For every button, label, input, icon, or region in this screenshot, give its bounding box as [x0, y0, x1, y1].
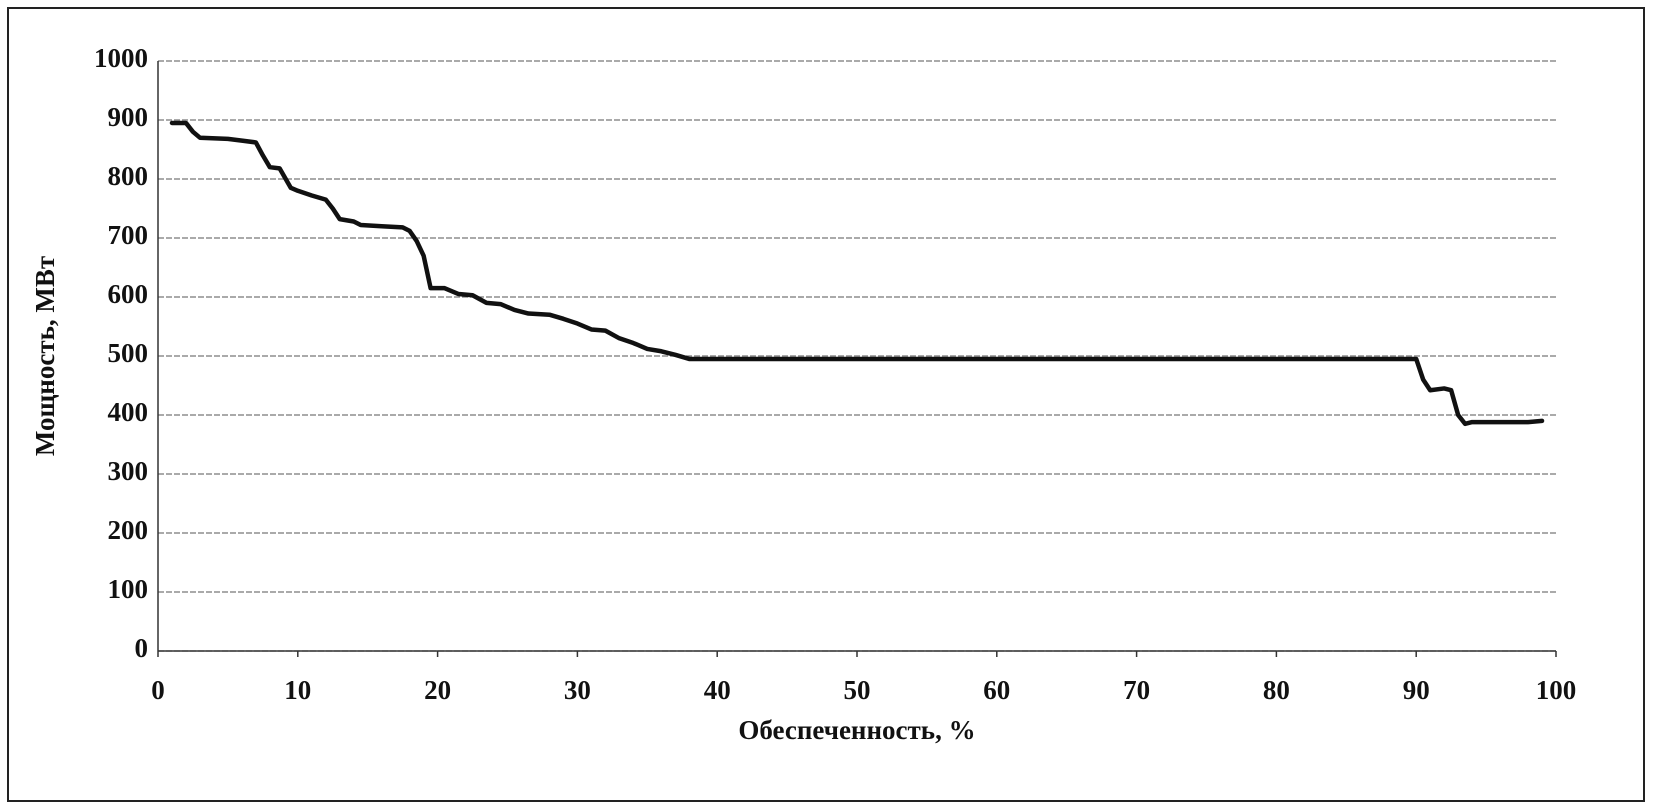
x-tick-label: 50	[844, 675, 871, 705]
data-line	[169, 120, 1545, 427]
chart-frame	[7, 7, 1645, 802]
y-tick-label: 100	[108, 574, 149, 604]
y-tick-label: 0	[135, 633, 149, 663]
x-tick-label: 20	[424, 675, 451, 705]
x-tick-label: 80	[1263, 675, 1290, 705]
y-tick-label: 600	[108, 279, 149, 309]
y-tick-label: 500	[108, 338, 149, 368]
x-tick-label: 0	[151, 675, 165, 705]
y-tick-label: 400	[108, 397, 149, 427]
y-tick-label: 1000	[94, 43, 148, 73]
x-tick-label: 30	[564, 675, 591, 705]
x-tick-label: 100	[1536, 675, 1577, 705]
x-tick-label: 40	[704, 675, 731, 705]
y-tick-label: 300	[108, 456, 149, 486]
y-axis-label: Мощность, МВт	[30, 256, 60, 456]
x-tick-label: 10	[284, 675, 311, 705]
x-tick-label: 90	[1403, 675, 1430, 705]
y-tick-label: 800	[108, 161, 149, 191]
y-tick-label: 900	[108, 102, 149, 132]
x-axis-label: Обеспеченность, %	[738, 715, 975, 745]
y-tick-label: 200	[108, 515, 149, 545]
y-tick-label: 700	[108, 220, 149, 250]
x-tick-label: 70	[1123, 675, 1150, 705]
x-tick-label: 60	[983, 675, 1010, 705]
